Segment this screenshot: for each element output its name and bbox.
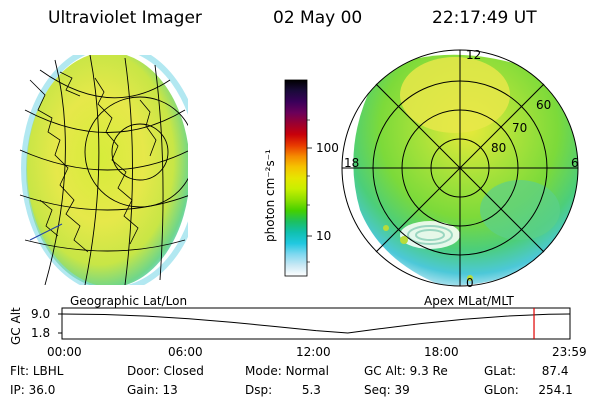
status-seq-label: Seq: — [364, 383, 391, 397]
time-label: 22:17:49 UT — [432, 8, 537, 28]
mlat-label-60: 60 — [536, 98, 552, 112]
time-tick-1800: 18:00 — [424, 345, 459, 359]
status-filter-value: LBHL — [32, 364, 64, 378]
status-glon: GLon: 254.1 — [484, 384, 573, 396]
status-mode: Mode: Normal — [245, 365, 329, 377]
status-glon-value: 254.1 — [538, 383, 573, 397]
status-gain-value: 13 — [162, 383, 178, 397]
status-glat: GLat: 87.4 — [484, 365, 568, 377]
altitude-plot — [58, 307, 571, 340]
status-door-label: Door: — [127, 364, 160, 378]
status-glon-label: GLon: — [484, 383, 519, 397]
colorbar-tick-100: 100 — [316, 141, 339, 155]
mlat-label-70: 70 — [512, 121, 528, 135]
apex-caption: Apex MLat/MLT — [424, 294, 514, 308]
geographic-caption: Geographic Lat/Lon — [70, 294, 188, 308]
date-label: 02 May 00 — [273, 8, 363, 28]
status-dsp: Dsp: 5.3 — [245, 384, 321, 396]
time-tick-1200: 12:00 — [296, 345, 331, 359]
mlat-label-80: 80 — [491, 141, 507, 155]
status-filter: Flt: LBHL — [10, 365, 63, 377]
status-ip-label: IP: — [10, 383, 25, 397]
time-tick-0600: 06:00 — [168, 345, 203, 359]
mlt-label-0: 0 — [466, 276, 474, 290]
status-mode-value: Normal — [285, 364, 329, 378]
altitude-tick-9: 9.0 — [31, 307, 51, 321]
status-seq-value: 39 — [394, 383, 410, 397]
status-gc-alt-value: 9.3 Re — [409, 364, 448, 378]
instrument-title: Ultraviolet Imager — [48, 8, 202, 28]
status-gc-alt: GC Alt: 9.3 Re — [364, 365, 448, 377]
status-dsp-label: Dsp: — [245, 383, 273, 397]
status-mode-label: Mode: — [245, 364, 282, 378]
altitude-tick-1-8: 1.8 — [31, 326, 51, 340]
status-gain: Gain: 13 — [127, 384, 178, 396]
status-seq: Seq: 39 — [364, 384, 410, 396]
altitude-curve — [61, 313, 570, 334]
status-filter-label: Flt: — [10, 364, 29, 378]
time-tick-0000: 00:00 — [47, 345, 82, 359]
status-ip: IP: 36.0 — [10, 384, 55, 396]
colorbar-unit-label: photon cm⁻²s⁻¹ — [263, 149, 277, 242]
status-ip-value: 36.0 — [28, 383, 56, 397]
apex-image — [341, 49, 579, 287]
status-glat-value: 87.4 — [541, 364, 569, 378]
geographic-axis-line — [29, 223, 63, 241]
status-door: Door: Closed — [127, 365, 204, 377]
altitude-axis-label: GC Alt — [9, 307, 23, 345]
mlt-label-6: 6 — [571, 156, 579, 170]
colorbar — [284, 79, 312, 277]
status-dsp-value: 5.3 — [301, 383, 321, 397]
mlt-label-18: 18 — [344, 156, 360, 170]
status-glat-label: GLat: — [484, 364, 517, 378]
time-tick-2359: 23:59 — [552, 345, 587, 359]
mlt-label-12: 12 — [466, 48, 482, 62]
geographic-image — [19, 55, 188, 285]
status-door-value: Closed — [163, 364, 204, 378]
colorbar-tick-10: 10 — [316, 229, 332, 243]
status-gain-label: Gain: — [127, 383, 159, 397]
status-gc-alt-label: GC Alt: — [364, 364, 406, 378]
